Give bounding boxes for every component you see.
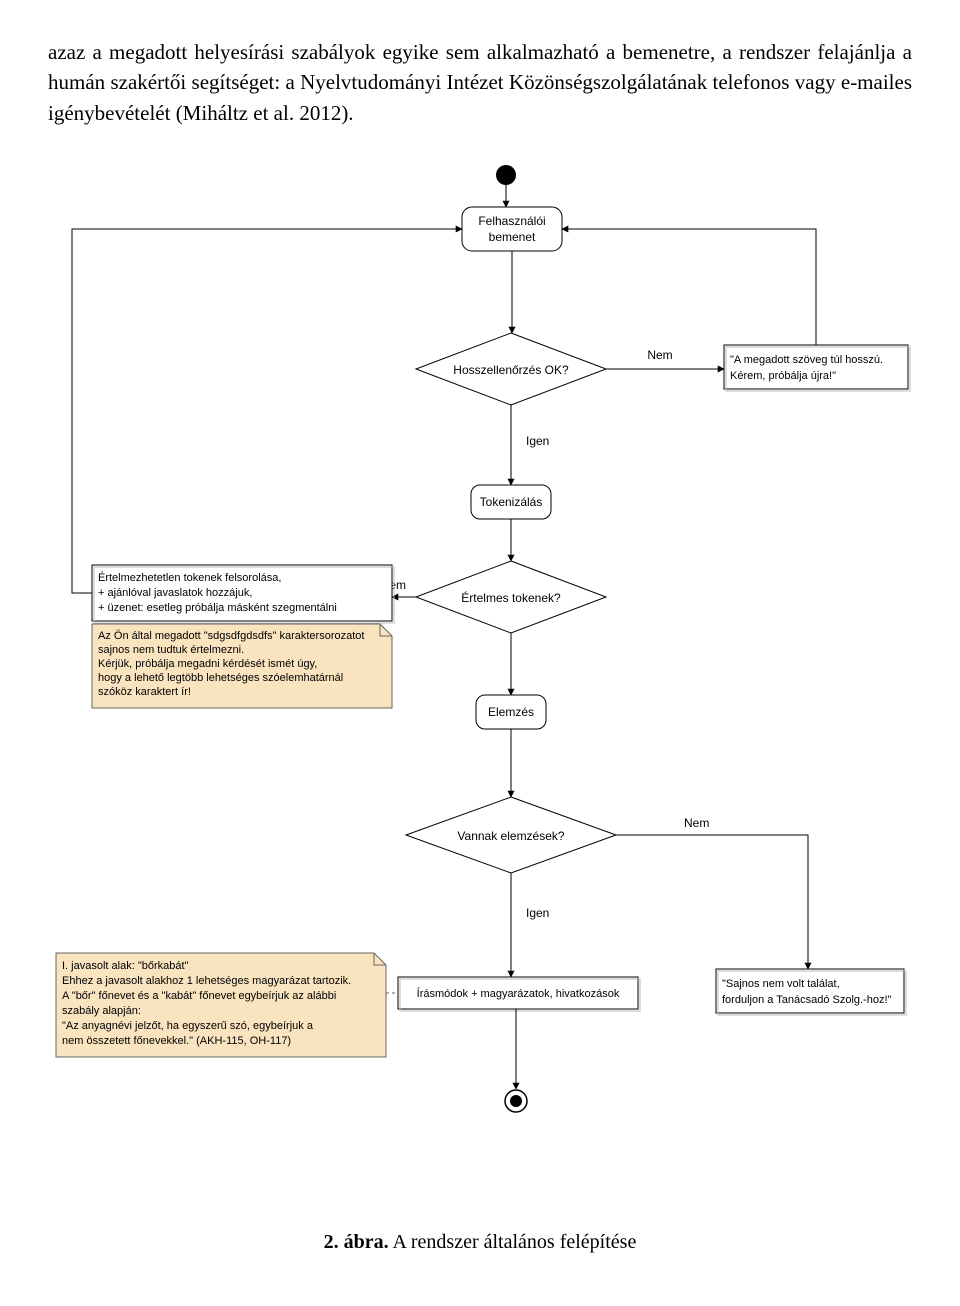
msg-unknown-tokens-l3: + üzenet: esetleg próbálja másként szegm… bbox=[98, 602, 337, 614]
edge-anachk-yes-label: Igen bbox=[526, 906, 549, 920]
decision-has-analyses-label: Vannak elemzések? bbox=[457, 829, 565, 843]
edge-toklist-back bbox=[72, 229, 462, 593]
msg-unknown-tokens-l2: + ajánlóval javaslatok hozzájuk, bbox=[98, 587, 252, 599]
note-ok-l2: Ehhez a javasolt alakhoz 1 lehetséges ma… bbox=[62, 975, 351, 987]
flowchart-svg: Felhasználói bemenet Hosszellenőrzés OK?… bbox=[48, 149, 912, 1213]
decision-length-check-label: Hosszellenőrzés OK? bbox=[453, 363, 569, 377]
note-ok-l3: A "bőr" főnevet és a "kabát" főnevet egy… bbox=[62, 990, 336, 1002]
note-ok-l6: nem összetett főnevekkel." (AKH-115, OH-… bbox=[62, 1035, 291, 1047]
node-user-input-label1: Felhasználói bbox=[478, 214, 545, 228]
msg-no-result bbox=[716, 969, 904, 1013]
edge-anachk-no-label: Nem bbox=[684, 816, 709, 830]
note-tok-l2: sajnos nem tudtuk értelmezni. bbox=[98, 644, 244, 656]
figure-caption-text: A rendszer általános felépítése bbox=[389, 1231, 637, 1253]
note-tokenize-example: Az Ön által megadott "sdgsdfgdsdfs" kara… bbox=[92, 624, 392, 708]
end-node-dot bbox=[510, 1095, 522, 1107]
msg-too-long-l2: Kérem, próbálja újra!" bbox=[730, 370, 836, 382]
msg-too-long-l1: "A megadott szöveg túl hosszú. bbox=[730, 354, 883, 366]
edge-lenchk-token-label: Igen bbox=[526, 434, 549, 448]
node-tokenize-label: Tokenizálás bbox=[480, 495, 543, 509]
msg-no-result-l1: "Sajnos nem volt találat, bbox=[722, 978, 840, 990]
figure-caption-number: 2. ábra. bbox=[324, 1231, 389, 1253]
intro-paragraph: azaz a megadott helyesírási szabályok eg… bbox=[48, 37, 912, 128]
note-ok-l1: I. javasolt alak: "bőrkabát" bbox=[62, 960, 189, 972]
msg-unknown-tokens-l1: Értelmezhetetlen tokenek felsorolása, bbox=[98, 571, 281, 584]
edge-lenchk-msglen-label: Nem bbox=[647, 348, 672, 362]
msg-output-ok-l1: Írásmódok + magyarázatok, hivatkozások bbox=[417, 987, 620, 1000]
node-analyze-label: Elemzés bbox=[488, 705, 534, 719]
flowchart-container: Felhasználói bemenet Hosszellenőrzés OK?… bbox=[48, 149, 912, 1213]
msg-no-result-l2: forduljon a Tanácsadó Szolg.-hoz!" bbox=[722, 994, 892, 1006]
note-tok-l5: szóköz karaktert ír! bbox=[98, 686, 191, 698]
start-node bbox=[496, 165, 516, 185]
note-ok-l5: "Az anyagnévi jelzőt, ha egyszerű szó, e… bbox=[62, 1020, 314, 1032]
edge-msglen-back bbox=[562, 229, 816, 345]
note-tok-l3: Kérjük, próbálja megadni kérdését ismét … bbox=[98, 658, 317, 670]
note-tok-l1: Az Ön által megadott "sdgsdfgdsdfs" kara… bbox=[98, 630, 364, 642]
note-tok-l4: hogy a lehető legtöbb lehetséges szóelem… bbox=[98, 672, 343, 684]
msg-too-long bbox=[724, 345, 908, 389]
decision-valid-tokens-label: Értelmes tokenek? bbox=[461, 590, 561, 605]
figure-caption: 2. ábra. A rendszer általános felépítése bbox=[48, 1231, 912, 1254]
note-output-example: I. javasolt alak: "bőrkabát" Ehhez a jav… bbox=[56, 953, 386, 1057]
node-user-input-label2: bemenet bbox=[489, 230, 536, 244]
edge-anachk-no bbox=[616, 835, 808, 969]
note-ok-l4: szabály alapján: bbox=[62, 1005, 141, 1017]
